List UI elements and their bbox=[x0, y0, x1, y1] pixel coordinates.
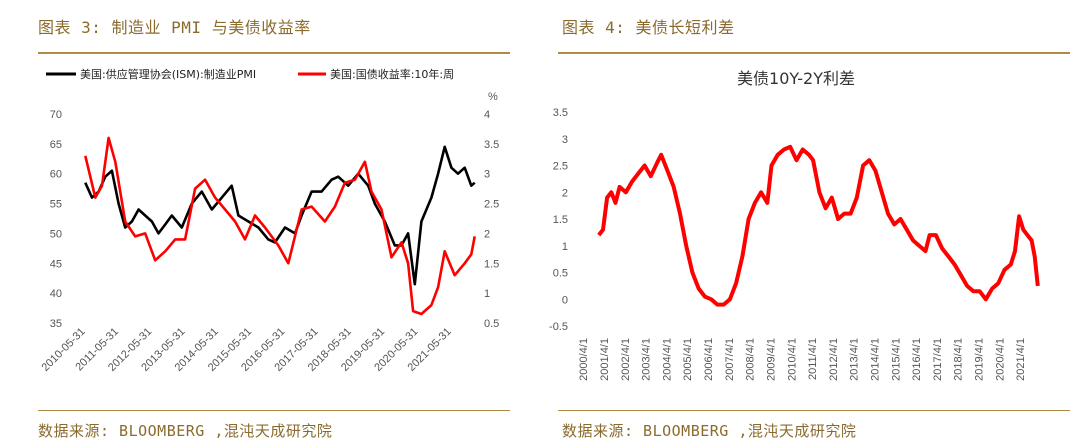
x-tick-label: 2005/4/1 bbox=[682, 338, 694, 381]
y-right-tick-label: 1.5 bbox=[484, 258, 499, 270]
x-tick-label: 2014/4/1 bbox=[870, 338, 882, 381]
y-left-tick-label: 50 bbox=[50, 228, 62, 240]
y-right-tick-label: 4 bbox=[484, 109, 490, 121]
x-tick-label: 2012/4/1 bbox=[828, 338, 840, 381]
x-tick-label: 2007/4/1 bbox=[724, 338, 736, 381]
x-tick-label: 2018/4/1 bbox=[953, 338, 965, 381]
left-figure-title: 图表 3: 制造业 PMI 与美债收益率 bbox=[38, 18, 311, 37]
y-tick-label: 2 bbox=[562, 187, 568, 199]
right-bottom-rule bbox=[558, 410, 1070, 411]
x-tick-label: 2010/4/1 bbox=[786, 338, 798, 381]
y-tick-label: 3 bbox=[562, 134, 568, 146]
series-line-pmi bbox=[84, 145, 476, 286]
y-right-tick-label: 3.5 bbox=[484, 139, 499, 151]
y-left-tick-label: 65 bbox=[50, 139, 62, 151]
x-tick-label: 2004/4/1 bbox=[661, 338, 673, 381]
y-tick-label: 0.5 bbox=[553, 268, 568, 280]
y-right-tick-label: 1 bbox=[484, 288, 490, 300]
x-tick-label: 2016/4/1 bbox=[911, 338, 923, 381]
x-tick-label: 2003/4/1 bbox=[641, 338, 653, 381]
x-tick-label: 2021/4/1 bbox=[1015, 338, 1027, 381]
y-right-tick-label: 2.5 bbox=[484, 199, 499, 211]
spread-chart: 美债10Y-2Y利差 3.5 3 2.5 2 1.5 1 0.5 0 -0.5 2000/4/1… bbox=[549, 69, 1040, 381]
right-axis-unit: % bbox=[488, 91, 498, 103]
y-right-tick-label: 2 bbox=[484, 228, 490, 240]
y-left-tick-label: 40 bbox=[50, 288, 62, 300]
y-tick-label: 3.5 bbox=[553, 107, 568, 119]
spread-chart-title: 美债10Y-2Y利差 bbox=[737, 69, 855, 88]
left-top-rule bbox=[38, 52, 510, 54]
series-line-yield bbox=[84, 136, 476, 316]
y-tick-label: 1 bbox=[562, 241, 568, 253]
y-tick-label: 0 bbox=[562, 294, 568, 306]
x-tick-label: 2009/4/1 bbox=[765, 338, 777, 381]
y-left-tick-label: 45 bbox=[50, 258, 62, 270]
y-left-tick-label: 35 bbox=[50, 318, 62, 330]
pmi-yield-chart: 美国:供应管理协会(ISM):制造业PMI 美国:国债收益率:10年:周 % 7… bbox=[39, 67, 499, 374]
right-figure-title: 图表 4: 美债长短利差 bbox=[562, 18, 735, 37]
x-tick-label: 2017/4/1 bbox=[932, 338, 944, 381]
x-tick-label: 2013/4/1 bbox=[849, 338, 861, 381]
x-tick-label: 2011/4/1 bbox=[807, 338, 819, 380]
y-left-tick-label: 55 bbox=[50, 199, 62, 211]
left-bottom-rule bbox=[38, 410, 510, 411]
right-source-note: 数据来源: BLOOMBERG ,混沌天成研究院 bbox=[562, 422, 857, 440]
y-left-tick-label: 60 bbox=[50, 169, 62, 181]
x-tick-label: 2000/4/1 bbox=[578, 338, 590, 381]
series-line-spread bbox=[597, 144, 1040, 307]
legend-label-pmi: 美国:供应管理协会(ISM):制造业PMI bbox=[80, 67, 256, 81]
y-right-tick-label: 0.5 bbox=[484, 318, 499, 330]
x-tick-label: 2015/4/1 bbox=[890, 338, 902, 381]
y-right-tick-label: 3 bbox=[484, 169, 490, 181]
x-tick-label: 2019/4/1 bbox=[974, 338, 986, 381]
left-source-note: 数据来源: BLOOMBERG ,混沌天成研究院 bbox=[38, 422, 333, 440]
y-tick-label: 1.5 bbox=[553, 214, 568, 226]
x-tick-label: 2006/4/1 bbox=[703, 338, 715, 381]
x-tick-label: 2001/4/1 bbox=[599, 338, 611, 381]
x-tick-label: 2002/4/1 bbox=[620, 338, 632, 381]
legend-label-yield: 美国:国债收益率:10年:周 bbox=[330, 67, 454, 81]
x-tick-label: 2020/4/1 bbox=[994, 338, 1006, 381]
y-left-tick-label: 70 bbox=[50, 109, 62, 121]
right-top-rule bbox=[558, 52, 1070, 54]
y-tick-label: 2.5 bbox=[553, 161, 568, 173]
x-tick-label: 2008/4/1 bbox=[745, 338, 757, 381]
y-tick-label: -0.5 bbox=[549, 321, 568, 333]
